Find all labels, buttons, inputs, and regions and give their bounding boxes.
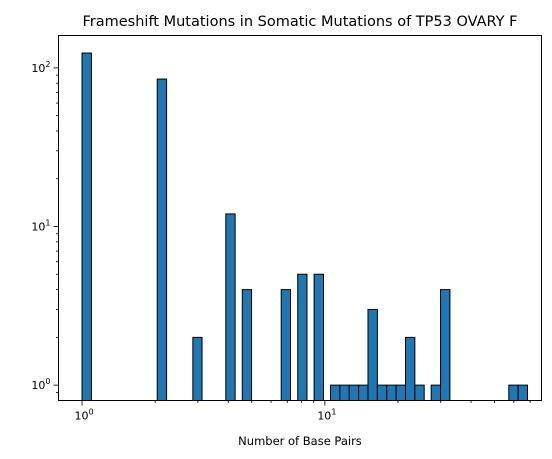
y-tick-label: 102 [31,60,50,75]
x-tick-label: 100 [74,408,93,423]
histogram-bar [348,384,360,402]
histogram-bar [313,273,324,401]
histogram-bar [156,78,168,401]
histogram-bar [367,308,378,401]
histogram-bar [414,384,425,402]
histogram-bar [192,336,203,402]
histogram-bar [225,213,236,401]
histogram-bar [405,336,416,402]
histogram-bar [241,289,253,402]
y-tick-label: 100 [31,377,50,392]
histogram-bar [376,384,388,402]
histogram-bar [358,384,369,402]
y-tick-label: 101 [31,219,50,234]
x-axis-label: Number of Base Pairs [238,434,362,448]
plot-frame [58,35,542,401]
histogram-bar [339,384,350,402]
histogram-bar [330,384,341,402]
chart-title: Frameshift Mutations in Somatic Mutation… [83,14,518,30]
histogram-bar [81,52,92,402]
ticks-layer: 100 101 100 101 102 [31,60,531,423]
histogram-bar [297,273,308,401]
histogram-bar [430,384,442,402]
histogram-bar [517,384,529,402]
histogram-bar [386,384,397,402]
histogram-bar [440,289,451,402]
histogram-bar [395,384,406,402]
histogram-bar [508,384,519,402]
x-tick-label: 101 [317,408,336,423]
bars-layer [81,52,529,402]
histogram-bar [280,289,292,402]
